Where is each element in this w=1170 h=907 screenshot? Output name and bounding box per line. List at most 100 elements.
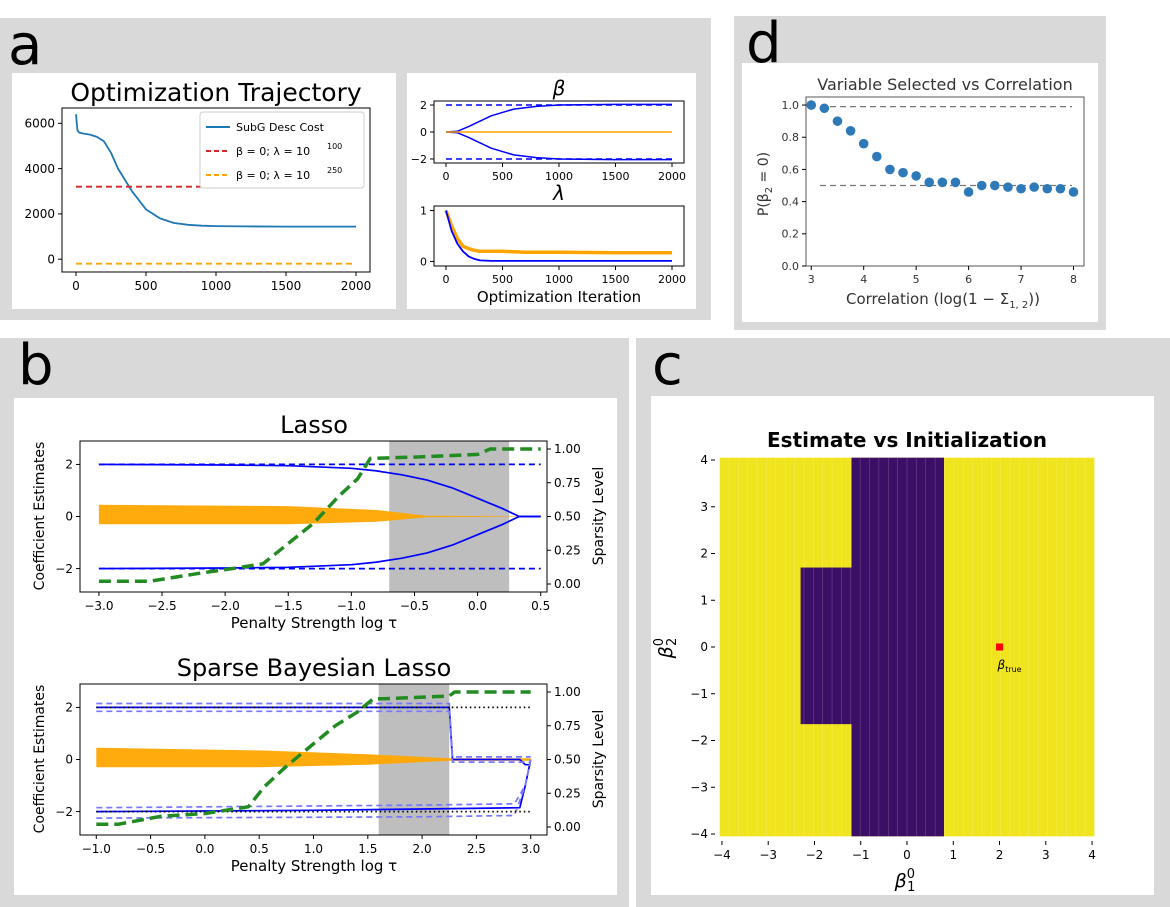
chart-title: Estimate vs Initialization	[767, 428, 1047, 452]
x-tick-label: 5	[913, 273, 920, 286]
y2-tick-label: 0.00	[554, 577, 581, 591]
y-tick-label: −4	[690, 827, 708, 841]
x-tick-label: 0.0	[195, 842, 214, 856]
y-tick-label: −2	[55, 805, 73, 819]
y-tick-label: −2	[55, 562, 73, 576]
x-tick-label: 4	[1088, 848, 1096, 862]
x-axis-label-main: β	[894, 870, 907, 892]
x-axis-label: Penalty Strength log τ	[231, 614, 397, 632]
x-tick-label: −1.0	[337, 599, 366, 613]
y-tick-label: 0.4	[782, 195, 800, 208]
x-tick-label: 500	[492, 273, 513, 286]
x-tick-label: 2000	[658, 273, 686, 286]
scatter-point	[911, 171, 921, 181]
scatter-point	[924, 177, 935, 188]
x-tick-label: 1000	[545, 273, 573, 286]
series-line-0	[98, 463, 541, 518]
x-tick-label: 3.0	[521, 842, 540, 856]
scatter-point	[976, 180, 987, 191]
y-axis-label: β02	[652, 638, 680, 660]
x-tick-label: 1	[949, 848, 957, 862]
heatmap-region	[800, 567, 852, 725]
y-tick-label: 2	[65, 701, 73, 715]
y-axis-label: Coefficient Estimates	[32, 685, 48, 834]
x-tick-label: 6	[965, 273, 972, 286]
x-axis-label-end: ))	[1028, 290, 1040, 308]
panel-label-b: b	[18, 333, 54, 398]
x-tick-label: 0.0	[468, 599, 487, 613]
y2-tick-label: 0.50	[554, 753, 581, 767]
y-axis-label: Coefficient Estimates	[32, 442, 48, 591]
scatter-point	[1003, 182, 1013, 192]
y-axis-label-sub: 2	[665, 638, 680, 646]
scatter-point	[858, 138, 869, 149]
y-tick-label: 3	[700, 500, 708, 514]
chart-title: Lasso	[280, 411, 348, 439]
y-axis-label-super: 0	[652, 638, 667, 646]
y2-tick-label: 0.75	[554, 476, 581, 490]
y-tick-label: 0	[420, 126, 427, 139]
x-tick-label: 1.0	[304, 842, 323, 856]
x-axis-label: Optimization Iteration	[477, 288, 641, 306]
x-tick-label: 2.5	[467, 842, 486, 856]
noise-coefficient-band	[96, 747, 531, 768]
x-tick-label: −2.5	[147, 599, 176, 613]
y-tick-label: 1	[420, 204, 427, 217]
scatter-point	[845, 126, 856, 136]
y-tick-label: 0	[47, 252, 55, 266]
x-tick-label: 0	[443, 170, 450, 183]
heatmap-region	[851, 457, 945, 837]
true-beta-label-main: β	[997, 658, 1006, 672]
y2-tick-label: 0.00	[554, 820, 581, 834]
scatter-point	[806, 100, 817, 110]
scatter-point	[819, 103, 830, 114]
series-line-1	[98, 515, 541, 570]
x-axis-label: Penalty Strength log τ	[231, 857, 397, 875]
panel-label-a: a	[8, 13, 43, 78]
y2-tick-label: 0.50	[554, 510, 581, 524]
x-tick-label: 1500	[602, 273, 630, 286]
x-axis-label-sub: 1	[907, 880, 915, 895]
y2-axis-label: Sparsity Level	[591, 467, 607, 565]
y-tick-label: 0	[420, 255, 427, 268]
x-tick-label: −1	[852, 848, 870, 862]
y-tick-label: 2	[420, 99, 427, 112]
x-tick-label: 7	[1018, 273, 1025, 286]
x-tick-label: 4	[860, 273, 867, 286]
x-tick-label: 0	[443, 273, 450, 286]
y2-tick-label: 1.00	[554, 685, 581, 699]
x-axis-label-sub: 1, 2	[1009, 300, 1028, 311]
series-line-3	[96, 710, 531, 763]
y-tick-label: 0.8	[782, 131, 800, 144]
series-line-1	[445, 210, 672, 262]
x-tick-label: 1500	[271, 279, 302, 293]
series-line-8	[96, 690, 531, 827]
x-tick-label: 0.5	[250, 842, 269, 856]
x-axis-label: Correlation (log(1 − Σ1, 2))	[846, 290, 1040, 311]
y-tick-label: 4000	[24, 162, 55, 176]
x-tick-label: 500	[135, 279, 158, 293]
scatter-point	[1029, 182, 1039, 192]
series-line-0	[96, 706, 531, 766]
chart-title: Optimization Trajectory	[70, 78, 362, 107]
x-tick-label: 500	[492, 170, 513, 183]
series-line-2	[96, 702, 531, 758]
x-tick-label: −3	[759, 848, 777, 862]
scatter-point	[1016, 183, 1026, 194]
x-tick-label: 1000	[545, 170, 573, 183]
panel-label-d: d	[746, 11, 782, 76]
scatter-point	[885, 164, 895, 175]
x-tick-label: −1.0	[82, 842, 111, 856]
legend-exponent: 100	[327, 142, 342, 151]
y-tick-label: 2000	[24, 207, 55, 221]
legend-label: β = 0; λ = 10	[236, 145, 310, 158]
chart-title: Sparse Bayesian Lasso	[177, 654, 452, 682]
scatter-point	[990, 180, 1000, 191]
y-tick-label: 6000	[24, 117, 55, 131]
y-axis-label-sub: 2	[764, 187, 775, 193]
